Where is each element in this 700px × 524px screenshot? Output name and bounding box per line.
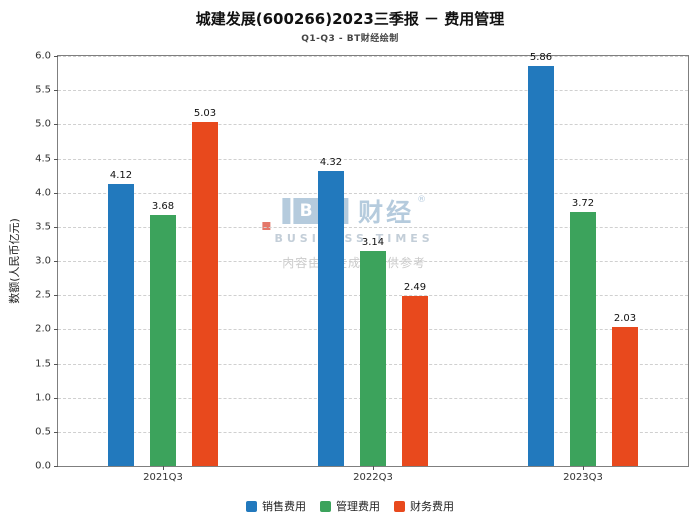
watermark-disclaimer: 内容由AI生成，仅供参考 [282, 256, 426, 271]
legend-label: 管理费用 [336, 500, 380, 513]
legend-swatch [320, 500, 331, 512]
watermark-logo-bar [282, 198, 291, 225]
y-tick-mark [54, 431, 58, 433]
registered-trademark-icon: ® [417, 195, 427, 206]
bar-value-label: 3.68 [151, 200, 175, 212]
gridline [58, 158, 688, 160]
y-tick-mark [54, 295, 58, 297]
bar-管理费用-2021Q3 [150, 214, 176, 466]
bar-value-label: 2.49 [403, 281, 427, 293]
legend-item-销售费用: 销售费用 [246, 498, 306, 514]
y-tick-label: 5.0 [35, 118, 51, 130]
y-tick-label: 3.0 [35, 255, 51, 267]
y-axis-label: 数额(人民币亿元) [8, 218, 21, 304]
legend-item-管理费用: 管理费用 [320, 498, 380, 514]
gridline [58, 192, 688, 194]
watermark-logo: B T 财经 ® [262, 193, 433, 231]
gridline [58, 124, 688, 126]
legend-swatch [246, 500, 257, 512]
x-tick-label: 2023Q3 [563, 472, 603, 483]
gridline [58, 56, 688, 57]
y-tick-label: 3.5 [35, 221, 51, 233]
x-tick-label: 2022Q3 [353, 472, 393, 483]
watermark: B T 财经 ® BUSINESS TIMES 内容由AI生成，仅供参考 [262, 193, 434, 271]
bar-财务费用-2023Q3 [612, 327, 638, 466]
bar-value-label: 4.12 [109, 170, 133, 182]
legend: 销售费用 管理费用 财务费用 [0, 498, 700, 514]
gridline [58, 90, 688, 92]
bar-管理费用-2023Q3 [570, 211, 596, 466]
x-tick-label: 2021Q3 [143, 472, 183, 483]
y-tick-mark [54, 124, 58, 126]
y-tick-mark [54, 466, 58, 467]
x-tick-mark [583, 466, 584, 470]
y-tick-label: 1.0 [35, 392, 51, 404]
bar-财务费用-2022Q3 [402, 295, 428, 466]
bar-value-label: 5.03 [193, 108, 217, 120]
bar-value-label: 4.32 [319, 156, 343, 168]
y-tick-label: 4.5 [35, 153, 51, 164]
y-tick-label: 1.5 [35, 358, 51, 369]
plot-area: B T 财经 ® BUSINESS TIMES 内容由AI生成，仅供参考 0.0… [35, 51, 689, 483]
y-tick-label: 5.5 [35, 84, 51, 96]
bar-销售费用-2021Q3 [108, 184, 134, 466]
bar-value-label: 3.14 [361, 237, 385, 249]
y-tick-mark [54, 226, 58, 228]
gridline [58, 226, 688, 228]
bar-管理费用-2022Q3 [360, 251, 386, 466]
legend-label: 销售费用 [262, 500, 306, 513]
watermark-logo-letter-b: B [293, 198, 320, 225]
bar-财务费用-2021Q3 [192, 122, 218, 466]
y-tick-label: 2.5 [35, 289, 51, 301]
y-tick-mark [54, 158, 58, 160]
x-tick-mark [373, 466, 374, 470]
y-tick-mark [54, 397, 58, 399]
y-tick-mark [54, 329, 58, 331]
bar-value-label: 5.86 [529, 51, 553, 63]
chart-subtitle: Q1-Q3 - BT财经绘制 [301, 34, 399, 44]
bar-销售费用-2022Q3 [318, 170, 344, 466]
chart-title: 城建发展(600266)2023三季报 － 费用管理 [195, 10, 505, 28]
y-tick-label: 2.0 [35, 323, 51, 335]
legend-swatch [394, 500, 405, 512]
y-tick-mark [54, 363, 58, 365]
watermark-logo-cn: 财经 [358, 198, 415, 228]
bar-value-label: 2.03 [613, 313, 637, 325]
y-tick-label: 4.0 [35, 187, 51, 199]
y-tick-mark [54, 90, 58, 92]
watermark-subtext: BUSINESS TIMES [274, 232, 434, 246]
y-tick-label: 0.0 [35, 460, 51, 472]
y-tick-mark [54, 56, 58, 57]
bar-销售费用-2023Q3 [528, 65, 554, 466]
y-tick-mark [54, 261, 58, 262]
legend-label: 财务费用 [410, 500, 454, 513]
y-tick-label: 0.5 [35, 426, 51, 438]
y-tick-mark [54, 192, 58, 194]
y-tick-label: 6.0 [35, 50, 51, 62]
legend-item-财务费用: 财务费用 [394, 498, 454, 514]
bar-value-label: 3.72 [571, 197, 595, 209]
x-tick-mark [163, 466, 164, 470]
